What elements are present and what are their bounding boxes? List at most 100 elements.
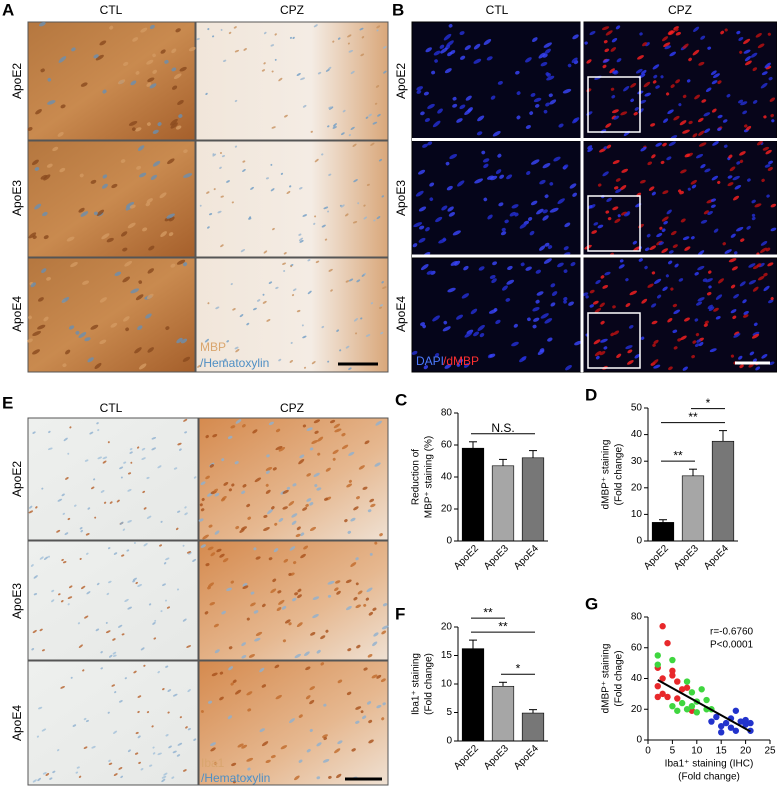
cell — [739, 151, 746, 156]
cell — [306, 748, 311, 753]
cell — [416, 86, 424, 91]
cell — [513, 323, 518, 328]
cell — [281, 606, 287, 610]
cell — [345, 213, 349, 217]
cell — [539, 348, 545, 353]
cell — [278, 599, 285, 605]
cell — [300, 532, 305, 537]
cell — [704, 320, 709, 325]
cell — [31, 648, 35, 651]
cell — [309, 502, 314, 506]
cell — [723, 144, 728, 148]
cell — [122, 528, 126, 531]
cell — [736, 226, 744, 232]
cell — [492, 261, 498, 266]
cell — [228, 666, 234, 671]
cell — [172, 693, 178, 697]
cell — [43, 174, 51, 181]
cell — [712, 141, 719, 146]
cell — [201, 498, 205, 501]
cell — [214, 649, 220, 654]
cell — [648, 186, 655, 191]
cell — [767, 167, 773, 171]
cell — [209, 464, 214, 468]
cell — [262, 603, 266, 608]
cell — [313, 419, 321, 424]
cell — [362, 715, 367, 720]
cell — [587, 145, 593, 150]
cell — [670, 84, 675, 88]
x-tick-label: ApoE4 — [702, 543, 731, 572]
cell — [652, 80, 657, 84]
cell — [691, 184, 697, 189]
cell — [84, 459, 89, 462]
cell — [374, 462, 381, 467]
cell — [242, 582, 248, 587]
cell — [165, 599, 167, 602]
y-tick-label: 30 — [631, 456, 643, 467]
cell — [233, 26, 237, 29]
cell — [265, 467, 273, 471]
cell — [255, 631, 263, 636]
cell — [627, 360, 634, 365]
cell — [711, 108, 717, 113]
cell — [152, 160, 161, 167]
cell — [309, 447, 314, 451]
cell — [159, 192, 167, 199]
cell — [278, 77, 283, 82]
cell — [356, 644, 361, 649]
cell — [470, 308, 478, 315]
cell — [718, 278, 724, 284]
cell — [175, 125, 182, 130]
cell — [753, 322, 758, 327]
cell — [668, 30, 675, 36]
cell — [374, 541, 378, 545]
cell — [49, 777, 53, 780]
cell — [647, 161, 653, 166]
cell — [282, 639, 287, 643]
y-tick-label: 0 — [446, 536, 452, 547]
cell — [272, 467, 277, 471]
cell — [657, 294, 662, 299]
row-label: ApoE2 — [10, 461, 24, 497]
cell — [372, 121, 378, 125]
cell — [670, 230, 677, 236]
cell — [60, 104, 66, 109]
cell — [125, 327, 130, 332]
cell — [593, 222, 599, 226]
cell — [75, 771, 79, 774]
cell — [228, 646, 233, 650]
cell — [178, 448, 182, 451]
cell — [78, 775, 82, 778]
cell — [127, 489, 132, 492]
cell — [619, 185, 627, 191]
x-tick-label: ApoE3 — [482, 743, 511, 772]
cell — [223, 365, 227, 368]
cell — [530, 200, 538, 206]
cell — [611, 37, 618, 43]
cell — [294, 592, 299, 596]
cell — [171, 48, 177, 54]
cell — [620, 111, 628, 116]
cell — [348, 451, 355, 456]
cell — [311, 361, 316, 365]
cell — [504, 219, 509, 224]
cell — [506, 279, 515, 285]
cell — [745, 125, 752, 131]
point — [654, 693, 661, 701]
cell — [363, 216, 368, 220]
cell — [630, 98, 634, 103]
cell — [63, 437, 68, 442]
cell — [483, 38, 492, 46]
cell — [146, 82, 152, 87]
cell — [329, 106, 334, 110]
cell — [165, 734, 169, 737]
significance-label: * — [706, 396, 711, 410]
cell — [335, 580, 341, 584]
point — [688, 707, 696, 714]
cell — [105, 621, 108, 624]
cell — [220, 195, 224, 198]
point — [659, 675, 666, 682]
cell — [728, 258, 737, 263]
cell — [312, 614, 319, 619]
